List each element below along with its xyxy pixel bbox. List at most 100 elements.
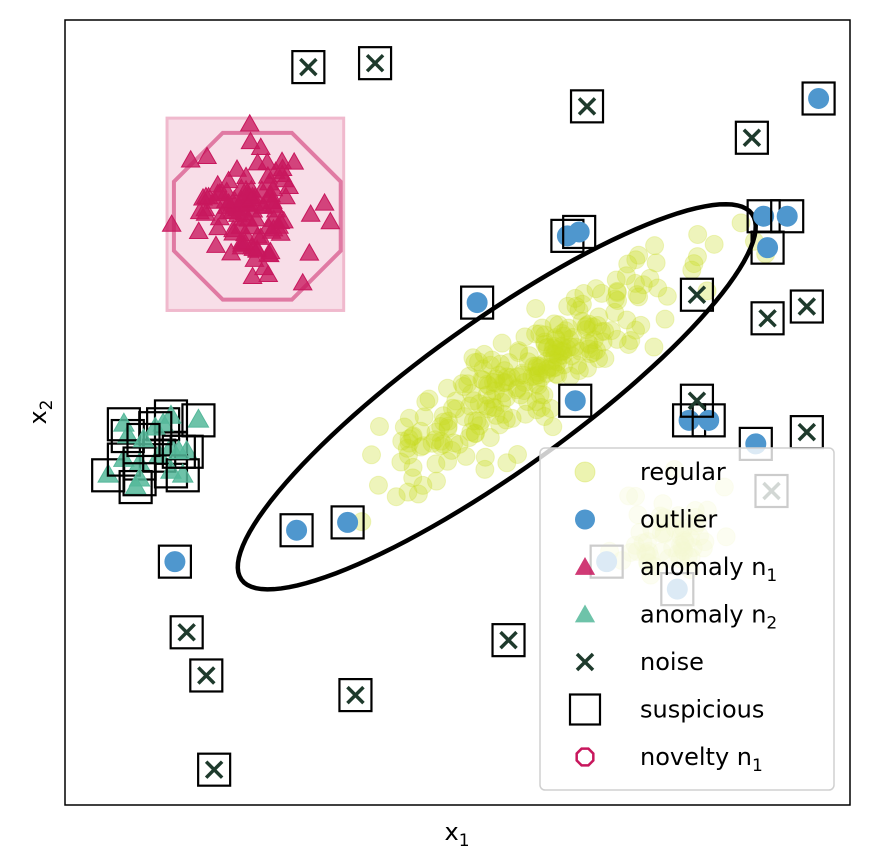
regular-point [516,404,536,424]
regular-point [426,422,446,442]
regular-point [655,309,675,329]
x-axis-label: x1 [444,818,469,851]
noise-point [177,623,196,642]
regular-point [478,399,498,419]
suspicious-marker [562,214,597,250]
regular-point [446,399,466,419]
noise-point [687,391,707,410]
legend-frame [539,447,835,791]
regular-point [607,281,627,301]
regular-point [544,314,564,334]
regular-point [507,367,527,387]
regular-point [524,356,544,376]
legend-label: novelty n1 [640,743,763,776]
regular-point [542,344,562,364]
regular-point [527,400,547,420]
regular-point [535,325,555,345]
regular-point [574,283,594,303]
regular-point [434,434,454,454]
regular-point [444,433,464,453]
regular-point [399,429,419,449]
regular-point [492,392,512,412]
regular-point [486,373,506,393]
anomaly-n1-point [227,198,248,216]
regular-point [493,383,513,403]
regular-point [549,315,569,335]
regular-point [403,457,423,477]
regular-point [459,428,479,448]
regular-point [644,337,664,357]
regular-point [528,365,548,385]
regular-point [472,369,492,389]
suspicious-marker [330,505,365,540]
regular-point [579,335,599,355]
noise-point [797,297,817,316]
regular-point [569,300,589,320]
regular-point [399,433,419,453]
regular-point [513,363,533,383]
suspicious-marker [189,658,224,693]
suspicious-marker [126,422,161,458]
anomaly-n1-point [299,242,320,261]
anomaly-n1-point [235,166,257,185]
legend-noise-marker [575,652,595,672]
legend-label: suspicious [640,696,764,724]
regular-point [546,330,566,350]
regular-point [545,344,565,364]
regular-point [608,291,628,311]
regular-point [595,321,615,341]
regular-point [483,397,503,417]
regular-point [618,254,638,274]
regular-point [411,437,431,457]
outlier-point [776,205,798,227]
regular-point [437,378,457,398]
legend-suspicious-marker [568,693,602,726]
regular-point [403,426,423,446]
regular-point [434,412,454,432]
regular-point [583,317,603,337]
regular-point [530,384,550,404]
suspicious-marker [558,383,593,418]
noise-point [742,128,762,147]
regular-point [508,378,528,398]
regular-point [584,330,604,350]
regular-point [478,376,498,396]
regular-point [577,316,597,336]
regular-point [629,287,649,307]
regular-point [515,327,535,347]
regular-point [413,475,433,495]
noise-point [687,285,707,304]
regular-point [469,352,489,372]
legend-label-text: anomaly n [640,601,766,629]
anomaly-n1-point [314,192,335,211]
noise-point [758,309,777,328]
regular-point [530,324,550,344]
legend-label: regular [640,458,726,486]
outlier-point [808,88,830,109]
legend-entry: regular [574,458,726,486]
regular-point [399,408,419,428]
regular-point [534,406,554,426]
suspicious-marker [679,277,715,312]
suspicious-marker [197,752,232,787]
legend-novelty-marker [575,747,595,767]
regular-point [579,314,599,334]
regular-point [589,349,609,369]
anomaly-n1-point [275,186,296,205]
regular-point [482,350,502,370]
regular-point [477,385,497,405]
regular-point [491,354,511,374]
regular-point [518,392,538,412]
noise-point [299,57,318,77]
regular-point [536,352,556,372]
anomaly-n1-point [221,242,242,261]
regular-point [438,418,458,438]
regular-point [461,422,481,442]
regular-point [486,405,506,425]
regular-point [494,404,514,424]
regular-point [626,250,646,270]
regular-point [362,445,382,465]
anomaly-n1-point [189,201,210,220]
regular-point [526,324,546,344]
